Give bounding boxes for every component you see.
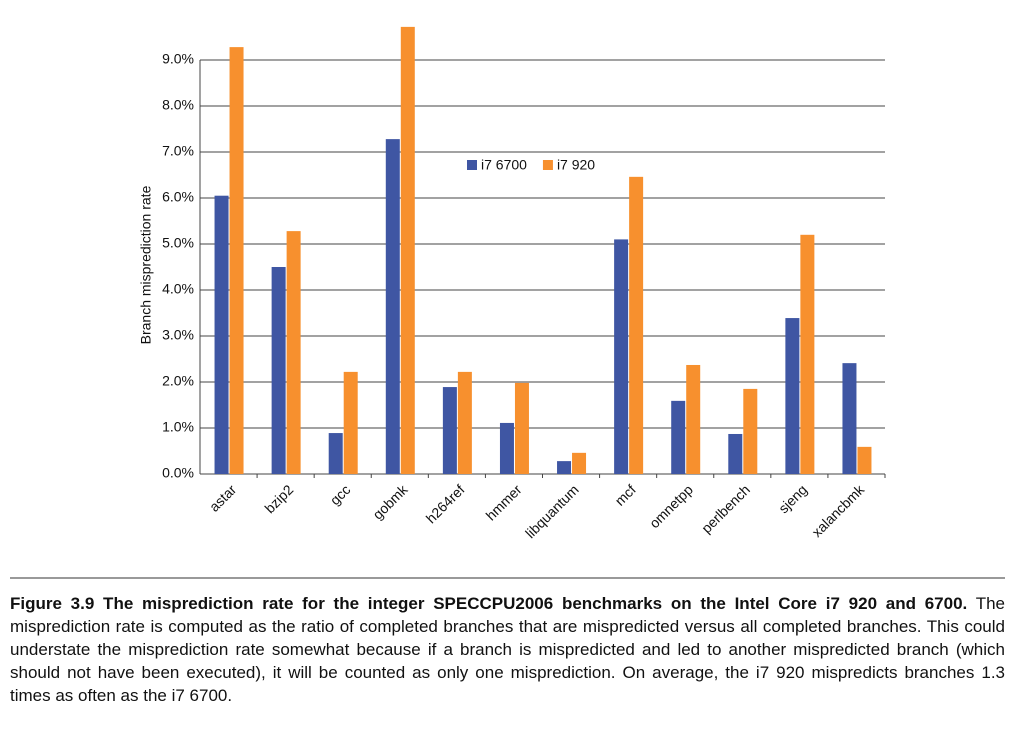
y-tick-label: 1.0% [162, 419, 194, 435]
y-tick-label: 7.0% [162, 143, 194, 159]
bar [842, 363, 857, 474]
legend-swatch [542, 160, 553, 170]
y-tick-label: 6.0% [162, 189, 194, 205]
bar [728, 433, 743, 474]
x-tick-label: perlbench [698, 481, 753, 536]
bar [457, 371, 472, 474]
x-tick-label: bzip2 [261, 481, 296, 516]
y-tick-label: 3.0% [162, 327, 194, 343]
x-tick-label: astar [206, 481, 240, 515]
bar [572, 452, 587, 474]
bar [328, 433, 343, 474]
x-tick-label: omnetpp [646, 481, 696, 531]
x-tick-label: gobmk [369, 481, 411, 523]
bar [514, 382, 529, 474]
bar [442, 387, 457, 474]
x-tick-label: hmmer [483, 481, 525, 523]
bar [686, 364, 701, 474]
caption-text: The misprediction rate is computed as th… [10, 594, 1005, 705]
bar [743, 388, 758, 474]
y-tick-label: 5.0% [162, 235, 194, 251]
x-tick-label: gcc [327, 481, 354, 508]
bar [499, 422, 514, 474]
bar [857, 446, 872, 474]
y-tick-label: 8.0% [162, 97, 194, 113]
x-tick-label: sjeng [775, 481, 810, 516]
y-tick-label: 4.0% [162, 281, 194, 297]
legend-label: i7 920 [557, 157, 595, 173]
caption: Figure 3.9 The misprediction rate for th… [10, 592, 1005, 707]
y-tick-label: 9.0% [162, 51, 194, 67]
bar [271, 267, 286, 474]
x-tick-label: h264ref [423, 481, 468, 526]
bar [214, 195, 229, 474]
x-tick-label: mcf [612, 481, 639, 508]
bar [785, 318, 800, 474]
bar [629, 176, 644, 474]
bar [229, 47, 244, 475]
bar [557, 461, 572, 474]
bar [800, 234, 815, 474]
bar [286, 231, 301, 474]
x-tick-label: xalancbmk [809, 481, 868, 540]
y-tick-label: 0.0% [162, 465, 194, 481]
x-tick-label: libquantum [522, 481, 582, 541]
bar [614, 239, 629, 474]
bar [671, 400, 686, 474]
bar [400, 26, 415, 474]
y-axis-label: Branch misprediction rate [138, 185, 154, 344]
y-tick-label: 2.0% [162, 373, 194, 389]
bar [343, 371, 358, 474]
caption-title: Figure 3.9 The misprediction rate for th… [10, 594, 968, 613]
bar [385, 139, 400, 474]
legend-swatch [467, 160, 477, 170]
legend-label: i7 6700 [481, 157, 527, 173]
